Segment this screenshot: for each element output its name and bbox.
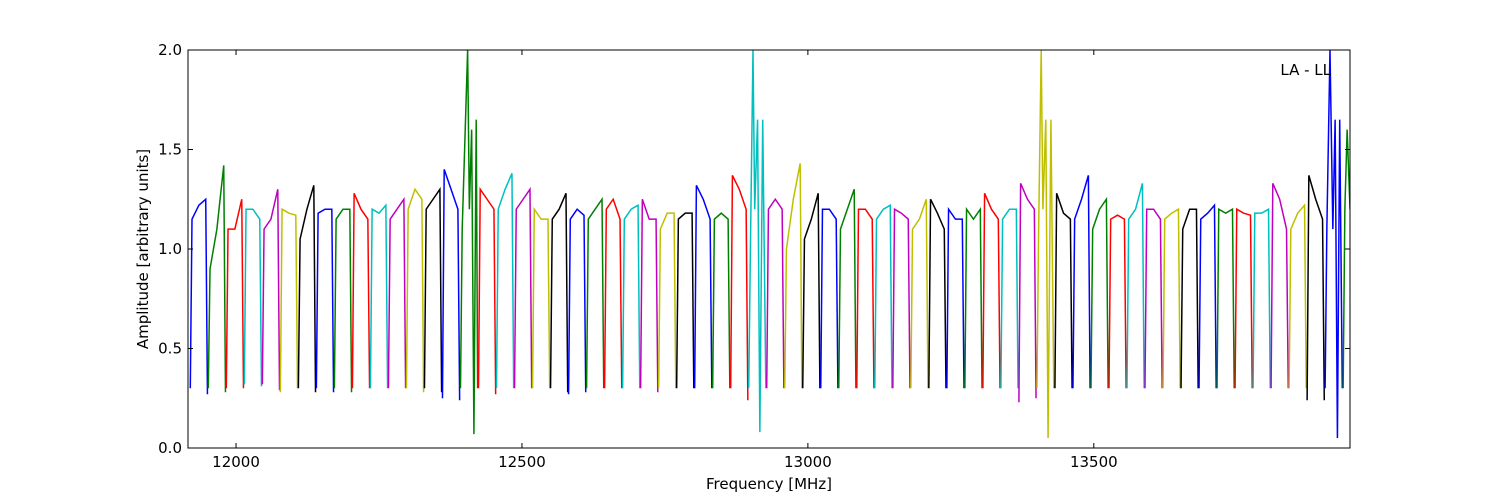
- spectrum-segment: [657, 212, 677, 389]
- spectrum-segment: [729, 175, 749, 401]
- x-tick-label: 13500: [1070, 453, 1118, 471]
- spectrum-segment: [1270, 183, 1289, 389]
- spectrum-segment: [279, 207, 299, 393]
- spectrum-segment: [1108, 214, 1127, 389]
- spectrum-segment: [856, 208, 875, 389]
- spectrum-segment: [801, 193, 821, 389]
- spectrum-segment: [783, 163, 803, 389]
- annotation: LA - LL: [1280, 61, 1331, 79]
- spectrum-segment: [874, 203, 893, 389]
- spectrum-segment: [405, 187, 425, 393]
- spectrum-segment: [1180, 208, 1199, 389]
- spectrum-segment: [603, 197, 623, 389]
- spectrum-segment: [838, 189, 857, 389]
- spectrum-segment: [621, 203, 641, 389]
- spectrum-segment: [711, 212, 731, 389]
- spectrum-segment: [567, 208, 587, 395]
- y-tick-label: 0.0: [158, 439, 182, 457]
- y-tick-label: 1.5: [158, 141, 182, 159]
- spectrum-segment: [1144, 208, 1163, 389]
- spectrum-segment: [910, 199, 929, 389]
- spectrum-segment: [549, 192, 569, 393]
- spectrum-segment: [892, 207, 911, 389]
- spectrum-segment: [675, 212, 695, 389]
- spectrum-segment: [315, 208, 335, 393]
- spectrum-segment: [585, 196, 605, 389]
- spectrum-segment: [261, 189, 281, 391]
- spectrum-segment: [531, 206, 551, 389]
- spectrum-segment: [387, 196, 407, 389]
- spectrum-segment: [1126, 183, 1145, 389]
- plot-area: [189, 50, 1350, 439]
- y-tick-label: 2.0: [158, 41, 182, 59]
- spectrum-segment: [1288, 203, 1307, 389]
- spectrum-segment: [423, 186, 443, 393]
- spectrum-segment: [1090, 196, 1109, 389]
- spectrum-segment: [351, 192, 371, 389]
- spectrum-segment: [1036, 50, 1055, 439]
- spectrum-segment: [765, 197, 785, 389]
- spectrum-segment: [747, 50, 767, 433]
- spectrum-segment: [495, 173, 515, 389]
- spectrum-segment: [693, 184, 713, 389]
- spectrum-segment: [964, 206, 983, 389]
- spectrum-segment: [225, 199, 245, 389]
- spectrum-segment: [333, 208, 353, 393]
- spectrum-segment: [1342, 129, 1350, 389]
- spectrum-segment: [928, 198, 947, 389]
- spectrum-segment: [946, 206, 965, 389]
- spectrum-segment: [982, 192, 1001, 389]
- y-tick-label: 1.0: [158, 240, 182, 258]
- spectrum-segment: [513, 186, 533, 389]
- spectrum-segment: [243, 208, 263, 387]
- spectrum-segment: [1000, 208, 1019, 389]
- spectrum-segment: [441, 169, 461, 401]
- x-tick-label: 12000: [212, 453, 260, 471]
- spectrum-segment: [297, 185, 317, 393]
- spectrum-segment: [369, 203, 389, 389]
- x-axis-label: Frequency [MHz]: [706, 475, 832, 493]
- spectrum-segment: [189, 197, 209, 395]
- y-tick-label: 0.5: [158, 340, 182, 358]
- spectrum-segment: [1018, 183, 1037, 403]
- x-tick-label: 13000: [784, 453, 832, 471]
- spectrum-segment: [1198, 203, 1217, 389]
- x-tick-label: 12500: [498, 453, 546, 471]
- spectrum-segment: [207, 165, 227, 393]
- spectrum-segment: [477, 186, 497, 395]
- spectrum-segment: [1162, 207, 1181, 389]
- spectrum-segment: [1234, 207, 1253, 389]
- y-axis-label: Amplitude [arbitrary units]: [134, 149, 152, 349]
- spectrum-segment: [1306, 175, 1326, 401]
- spectrum-segment: [459, 50, 479, 435]
- spectrum-segment: [1252, 207, 1271, 389]
- spectrum-segment: [1054, 193, 1073, 389]
- spectrum-segment: [1216, 207, 1235, 389]
- spectrum-segment: [1072, 175, 1091, 389]
- spectrum-segment: [820, 208, 839, 389]
- spectrum-segment: [639, 199, 659, 393]
- spectrum-segment: [1324, 50, 1344, 439]
